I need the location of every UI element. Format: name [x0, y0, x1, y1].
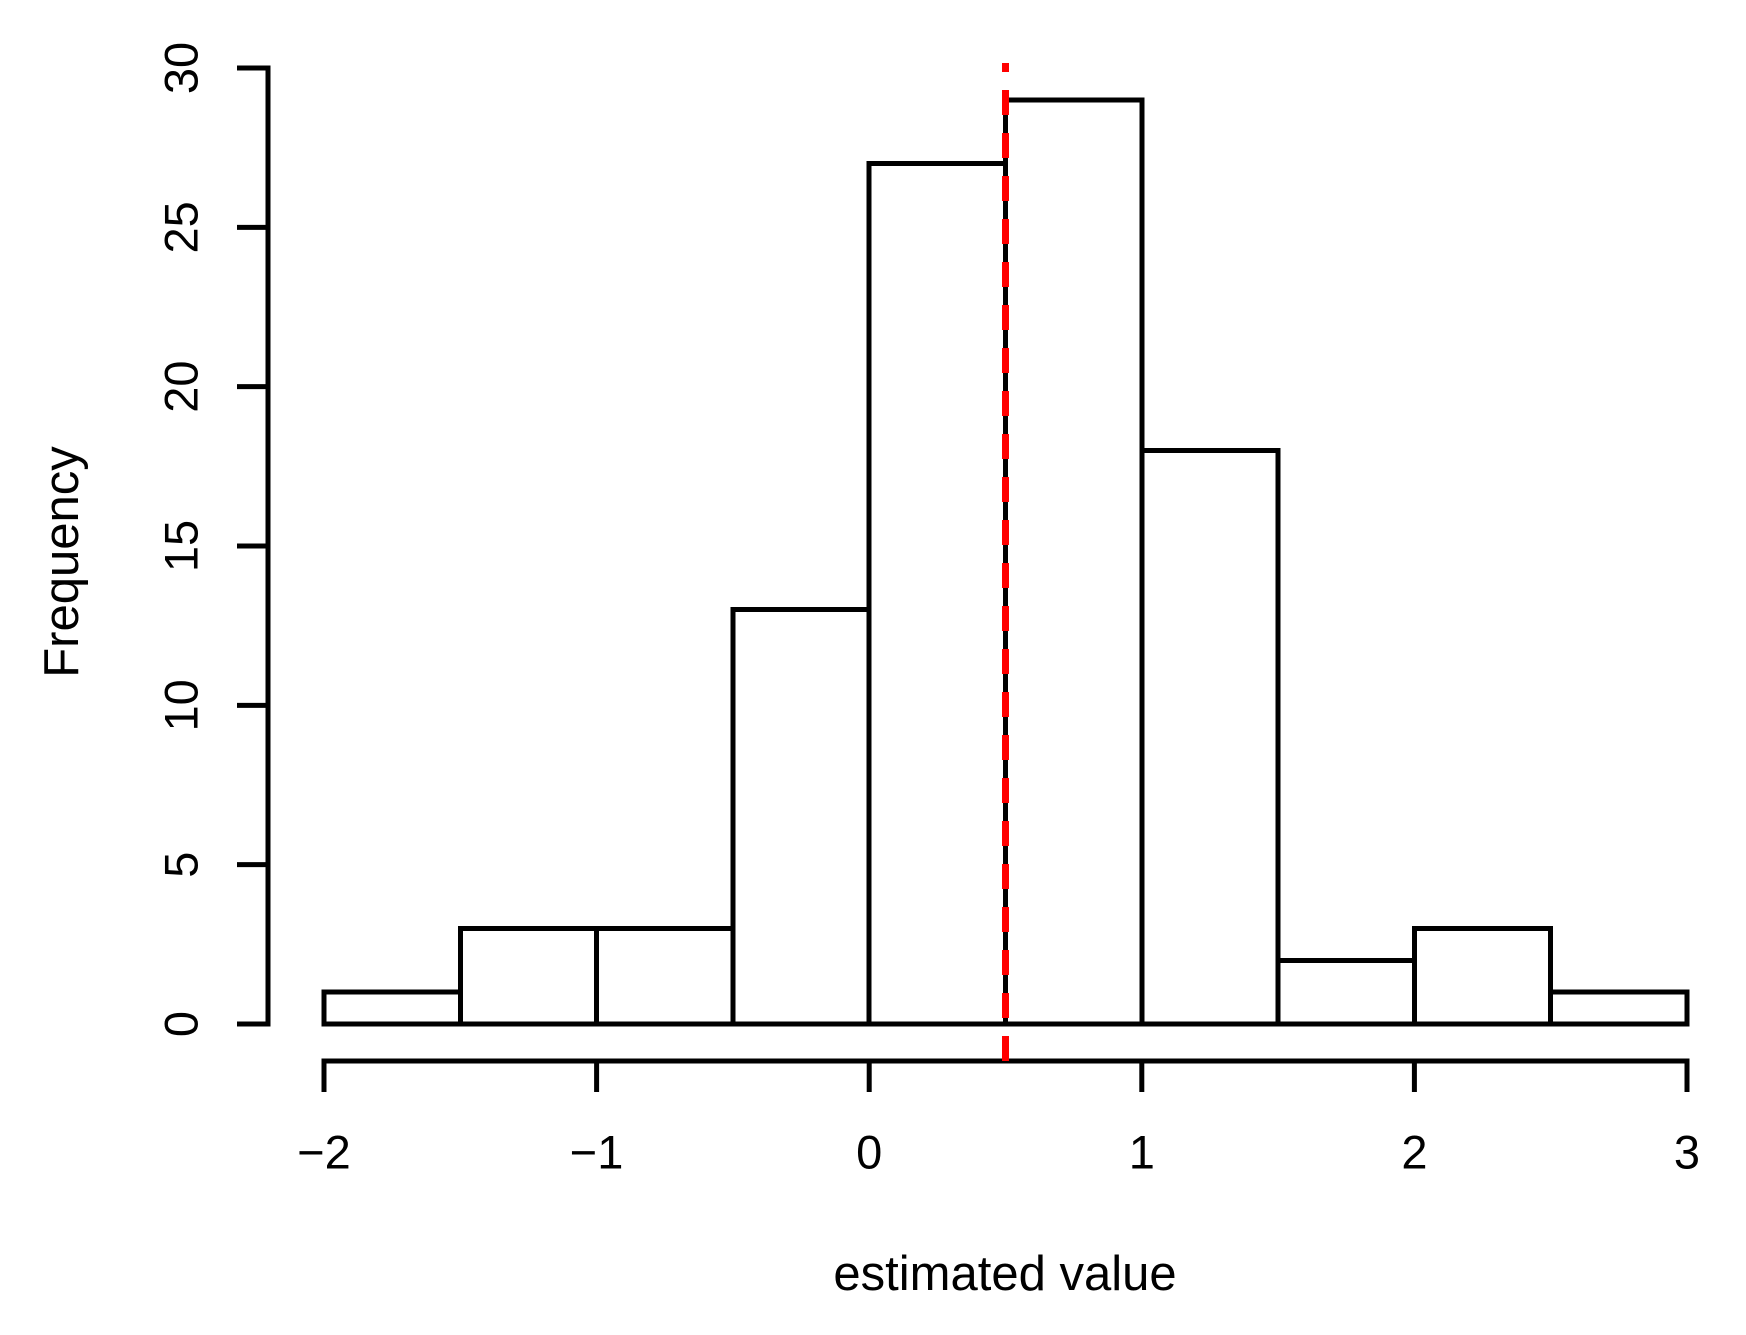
x-axis-label: estimated value — [833, 1247, 1176, 1301]
x-tick-label: 0 — [856, 1126, 882, 1179]
x-tick-label: 3 — [1674, 1126, 1700, 1179]
y-tick-label: 10 — [155, 679, 208, 731]
histogram-bar — [321, 989, 463, 1027]
histogram-bar — [730, 607, 872, 1027]
x-tick-label: −2 — [297, 1126, 351, 1179]
y-tick-label: 5 — [155, 852, 208, 878]
x-axis: −2 −1 0 1 2 3 — [297, 1058, 1700, 1179]
histogram-bar — [866, 161, 1009, 1027]
x-tick-label: 1 — [1129, 1126, 1155, 1179]
histogram-bar — [1411, 925, 1554, 1027]
histogram-bar — [1275, 957, 1417, 1027]
y-tick-label: 25 — [155, 201, 208, 253]
histogram-bar — [1548, 989, 1690, 1027]
y-tick-label: 30 — [155, 42, 208, 94]
y-axis: 0 5 10 15 20 25 30 — [155, 42, 271, 1037]
histogram-bar — [1003, 97, 1145, 1027]
x-tick-label: −1 — [570, 1126, 624, 1179]
y-tick-label: 0 — [155, 1011, 208, 1037]
histogram-bar — [594, 925, 736, 1027]
histogram-bar — [1139, 447, 1281, 1027]
y-tick-label: 15 — [155, 520, 208, 572]
histogram-bars — [321, 97, 1690, 1027]
histogram-bar — [457, 925, 600, 1027]
x-tick-label: 2 — [1401, 1126, 1427, 1179]
y-tick-label: 20 — [155, 361, 208, 413]
y-axis-label: Frequency — [35, 446, 89, 678]
